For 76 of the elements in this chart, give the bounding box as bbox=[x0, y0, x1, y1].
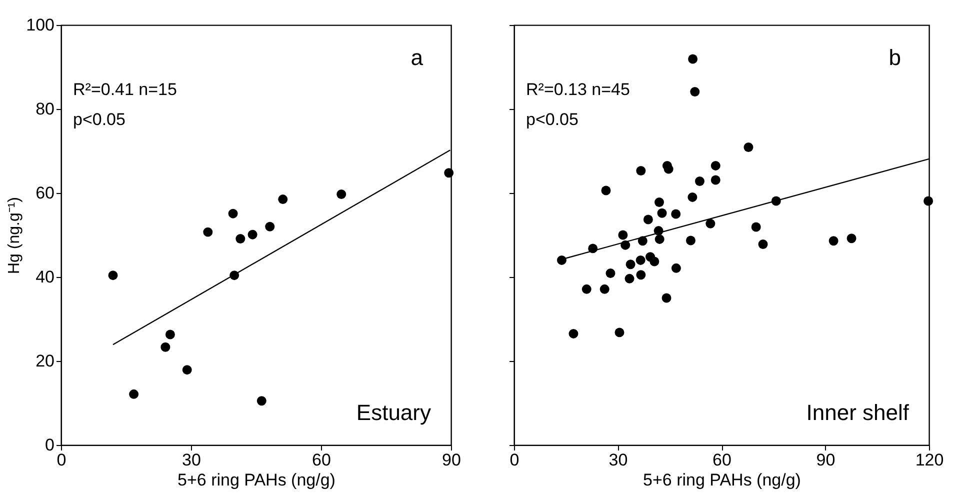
point bbox=[751, 222, 761, 232]
x-tick-label: 90 bbox=[816, 450, 836, 470]
point bbox=[710, 160, 720, 170]
point bbox=[228, 208, 238, 218]
point bbox=[924, 196, 934, 206]
point bbox=[444, 168, 454, 178]
point bbox=[710, 175, 720, 185]
y-axis-title: Hg (ng.g⁻¹) bbox=[6, 196, 24, 274]
x-tick-label: 0 bbox=[510, 450, 520, 470]
point bbox=[688, 192, 698, 202]
point bbox=[664, 164, 674, 174]
point bbox=[203, 227, 213, 237]
x-tick-label: 120 bbox=[915, 450, 944, 470]
x-axis-title: 5+6 ring PAHs (ng/g) bbox=[643, 470, 801, 490]
point bbox=[671, 263, 681, 273]
point bbox=[606, 268, 616, 278]
point bbox=[614, 328, 624, 338]
point bbox=[336, 190, 346, 199]
point bbox=[654, 234, 664, 244]
point bbox=[828, 236, 838, 246]
point bbox=[601, 186, 611, 196]
annotation: R²=0.41 n=15 bbox=[73, 80, 177, 99]
annotation: Inner shelf bbox=[806, 400, 910, 425]
point bbox=[556, 255, 566, 265]
point bbox=[758, 240, 768, 249]
point bbox=[165, 330, 175, 340]
annotation: Estuary bbox=[356, 400, 431, 425]
x-tick-label: 90 bbox=[442, 450, 461, 470]
point bbox=[568, 328, 578, 338]
point bbox=[636, 270, 646, 280]
point bbox=[278, 194, 288, 204]
y-tick-label: 60 bbox=[36, 184, 54, 202]
point bbox=[694, 176, 704, 186]
x-axis-title: 5+6 ring PAHs (ng/g) bbox=[178, 470, 336, 490]
point bbox=[256, 396, 266, 406]
point bbox=[600, 284, 610, 294]
annotation: R²=0.13 n=45 bbox=[526, 80, 630, 99]
point bbox=[650, 256, 660, 266]
point bbox=[654, 198, 664, 207]
point bbox=[686, 236, 696, 246]
point bbox=[662, 293, 672, 303]
point bbox=[182, 365, 192, 375]
x-tick-label: 60 bbox=[712, 450, 732, 470]
point bbox=[582, 284, 592, 294]
point bbox=[626, 260, 636, 270]
annotation: p<0.05 bbox=[526, 110, 578, 129]
point bbox=[236, 234, 246, 244]
x-tick-label: 30 bbox=[608, 450, 628, 470]
point bbox=[744, 142, 754, 152]
point bbox=[636, 166, 646, 176]
y-tick-label: 40 bbox=[36, 268, 54, 286]
y-tick-label: 0 bbox=[45, 436, 54, 454]
point bbox=[160, 342, 170, 352]
point bbox=[624, 274, 634, 284]
point bbox=[108, 270, 118, 280]
point bbox=[618, 230, 628, 240]
point bbox=[688, 54, 698, 64]
annotation: b bbox=[888, 45, 901, 70]
point bbox=[129, 389, 139, 399]
point bbox=[657, 208, 667, 218]
y-tick-label: 100 bbox=[26, 16, 54, 34]
annotation: a bbox=[410, 45, 424, 70]
x-tick-label: 30 bbox=[182, 450, 201, 470]
point bbox=[846, 234, 856, 244]
x-tick-label: 60 bbox=[312, 450, 331, 470]
point bbox=[248, 230, 258, 240]
point bbox=[671, 209, 681, 219]
point bbox=[690, 87, 700, 97]
annotation: p<0.05 bbox=[73, 110, 126, 129]
x-tick-label: 0 bbox=[56, 450, 66, 470]
point bbox=[265, 222, 275, 232]
point bbox=[636, 255, 646, 265]
point bbox=[706, 218, 716, 228]
point bbox=[643, 214, 653, 224]
y-tick-label: 20 bbox=[36, 352, 54, 370]
y-tick-label: 80 bbox=[36, 100, 54, 118]
